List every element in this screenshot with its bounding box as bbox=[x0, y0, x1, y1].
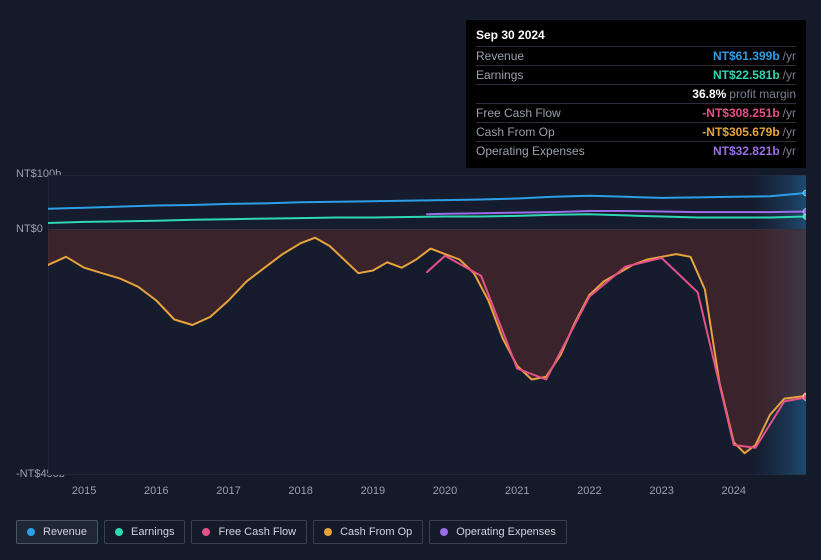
chart-plot bbox=[48, 175, 806, 475]
tooltip-row-value: NT$32.821b/yr bbox=[713, 144, 796, 158]
legend-label: Revenue bbox=[43, 526, 87, 538]
x-axis-label: 2024 bbox=[722, 485, 746, 497]
tooltip-row-value: NT$22.581b/yr bbox=[713, 68, 796, 82]
legend-item-operating-expenses[interactable]: Operating Expenses bbox=[429, 520, 567, 544]
legend-label: Operating Expenses bbox=[456, 526, 556, 538]
tooltip-row: Cash From Op -NT$305.679b/yr bbox=[476, 122, 796, 141]
x-axis-label: 2020 bbox=[433, 485, 457, 497]
legend-dot-icon bbox=[27, 528, 35, 536]
tooltip-row-value: NT$61.399b/yr bbox=[713, 49, 796, 63]
legend-dot-icon bbox=[115, 528, 123, 536]
tooltip-row-value: 36.8%profit margin bbox=[692, 87, 796, 101]
chart-tooltip: Sep 30 2024 Revenue NT$61.399b/yr Earnings… bbox=[466, 20, 806, 168]
x-axis-label: 2015 bbox=[72, 485, 96, 497]
tooltip-row: Earnings NT$22.581b/yr bbox=[476, 65, 796, 84]
tooltip-row-label: Operating Expenses bbox=[476, 144, 585, 158]
tooltip-row-label: Earnings bbox=[476, 68, 523, 82]
tooltip-row: Operating Expenses NT$32.821b/yr bbox=[476, 141, 796, 160]
legend-dot-icon bbox=[202, 528, 210, 536]
tooltip-row-label: Cash From Op bbox=[476, 125, 555, 139]
tooltip-row: Free Cash Flow -NT$308.251b/yr bbox=[476, 103, 796, 122]
x-axis-label: 2019 bbox=[361, 485, 385, 497]
chart-legend: Revenue Earnings Free Cash Flow Cash From O… bbox=[16, 520, 567, 544]
legend-dot-icon bbox=[440, 528, 448, 536]
tooltip-row: Revenue NT$61.399b/yr bbox=[476, 46, 796, 65]
legend-item-cash-from-op[interactable]: Cash From Op bbox=[313, 520, 423, 544]
tooltip-row-label: Revenue bbox=[476, 49, 524, 63]
x-axis-label: 2023 bbox=[649, 485, 673, 497]
x-axis-label: 2021 bbox=[505, 485, 529, 497]
legend-item-revenue[interactable]: Revenue bbox=[16, 520, 98, 544]
tooltip-row-label: Free Cash Flow bbox=[476, 106, 561, 120]
tooltip-row-value: -NT$305.679b/yr bbox=[702, 125, 796, 139]
tooltip-row-value: -NT$308.251b/yr bbox=[702, 106, 796, 120]
legend-label: Cash From Op bbox=[340, 526, 412, 538]
tooltip-date: Sep 30 2024 bbox=[476, 28, 796, 42]
financial-chart[interactable]: NT$100bNT$0-NT$450b 20152016201720182019… bbox=[16, 155, 806, 485]
legend-label: Free Cash Flow bbox=[218, 526, 296, 538]
legend-item-earnings[interactable]: Earnings bbox=[104, 520, 185, 544]
x-axis-label: 2022 bbox=[577, 485, 601, 497]
legend-label: Earnings bbox=[131, 526, 174, 538]
legend-item-free-cash-flow[interactable]: Free Cash Flow bbox=[191, 520, 307, 544]
x-axis-label: 2016 bbox=[144, 485, 168, 497]
legend-dot-icon bbox=[324, 528, 332, 536]
tooltip-row: 36.8%profit margin bbox=[476, 84, 796, 103]
x-axis-label: 2018 bbox=[288, 485, 312, 497]
x-axis-label: 2017 bbox=[216, 485, 240, 497]
y-axis-label: NT$0 bbox=[16, 223, 43, 235]
